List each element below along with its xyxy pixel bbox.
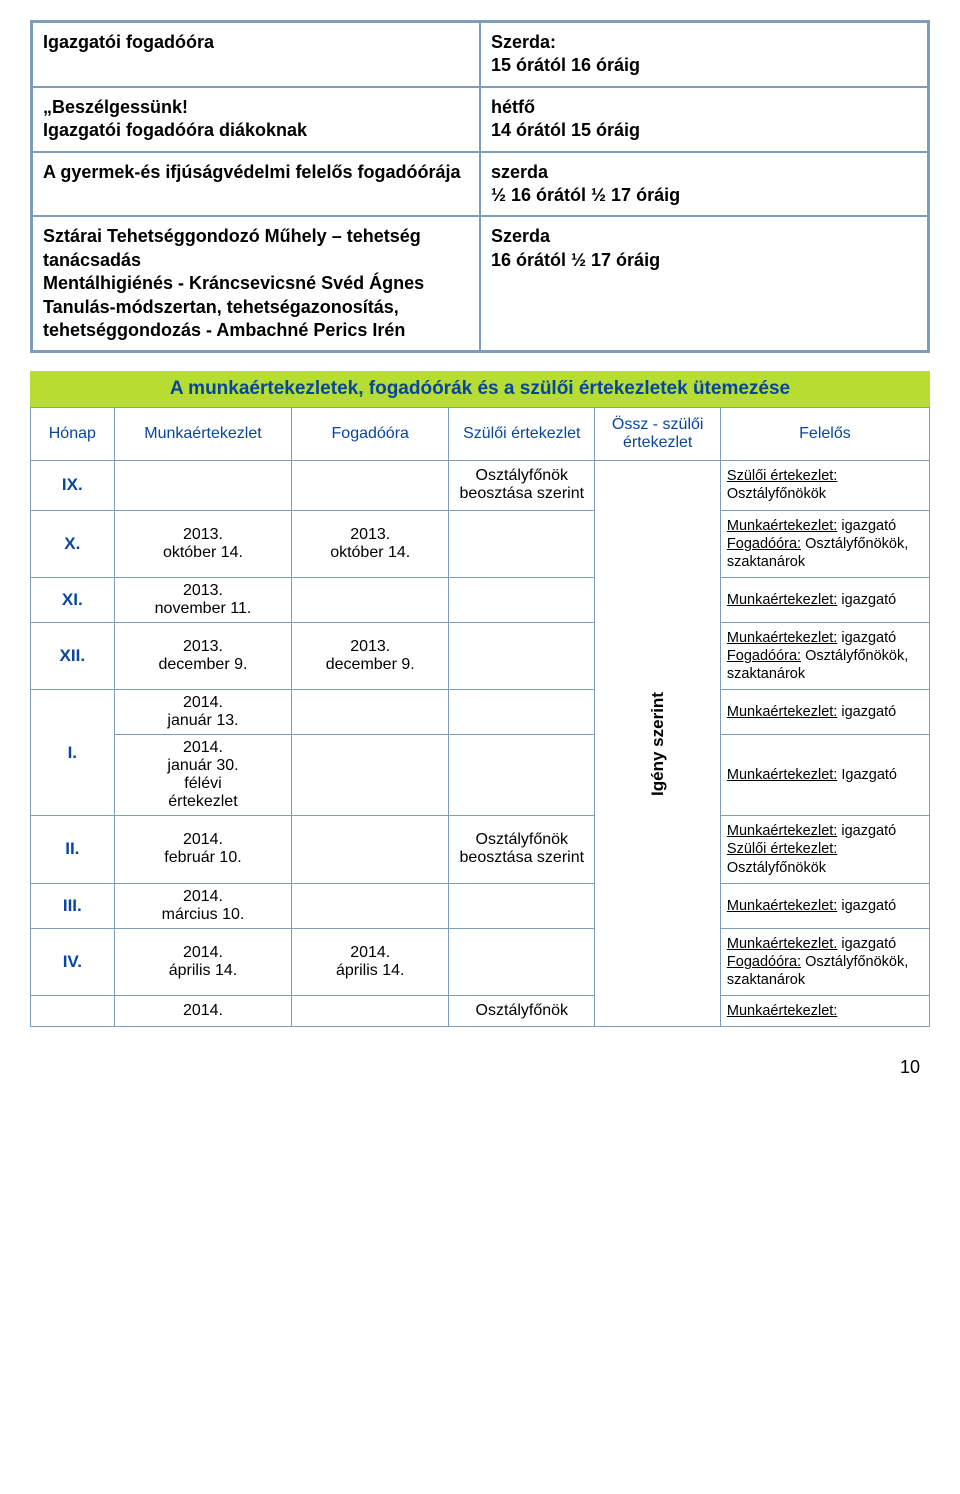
cell-szuloi: Osztályfőnök: [449, 996, 595, 1027]
cell-felelos: Munkaértekezlet: Igazgató: [720, 735, 929, 816]
section-title: A munkaértekezletek, fogadóórák és a szü…: [30, 371, 930, 407]
cell-month: IX.: [31, 461, 115, 510]
office-hours-table: Igazgatói fogadóóraSzerda:15 órától 16 ó…: [30, 20, 930, 353]
cell-munkaertekezlet: 2014.április 14.: [114, 928, 292, 995]
schedule-header-row: Hónap Munkaértekezlet Fogadóóra Szülői é…: [31, 408, 930, 461]
cell-szuloi: Osztályfőnök beosztása szerint: [449, 816, 595, 883]
cell-felelos: Munkaértekezlet: igazgató Fogadóóra: Osz…: [720, 622, 929, 689]
cell-felelos: Munkaértekezlet: igazgató: [720, 883, 929, 928]
cell-munkaertekezlet: 2014.január 13.: [114, 690, 292, 735]
cell-fogadoora: 2014.április 14.: [292, 928, 449, 995]
schedule-row: XII.2013.december 9.2013.december 9.Munk…: [31, 622, 930, 689]
schedule-row: X.2013.október 14.2013.október 14.Munkaé…: [31, 510, 930, 577]
cell-fogadoora: [292, 816, 449, 883]
schedule-row: I.2014.január 13.Munkaértekezlet: igazga…: [31, 690, 930, 735]
office-hours-right: szerda½ 16 órától ½ 17 óráig: [480, 152, 928, 217]
schedule-row: IX.Osztályfőnök beosztása szerintIgény s…: [31, 461, 930, 510]
schedule-table: Hónap Munkaértekezlet Fogadóóra Szülői é…: [30, 407, 930, 1027]
office-hours-left: A gyermek-és ifjúságvédelmi felelős foga…: [32, 152, 480, 217]
schedule-row: XI.2013.november 11. Munkaértekezlet: iga…: [31, 577, 930, 622]
office-hours-left: „Beszélgessünk!Igazgatói fogadóóra diáko…: [32, 87, 480, 152]
office-hours-row: Igazgatói fogadóóraSzerda:15 órától 16 ó…: [32, 22, 928, 87]
cell-szuloi: [449, 510, 595, 577]
office-hours-right: Szerda:15 órától 16 óráig: [480, 22, 928, 87]
col-header-felelos: Felelős: [720, 408, 929, 461]
cell-month: III.: [31, 883, 115, 928]
cell-month: IV.: [31, 928, 115, 995]
cell-munkaertekezlet: 2013.október 14.: [114, 510, 292, 577]
cell-fogadoora: [292, 690, 449, 735]
office-hours-row: A gyermek-és ifjúságvédelmi felelős foga…: [32, 152, 928, 217]
cell-fogadoora: [292, 883, 449, 928]
cell-szuloi: [449, 883, 595, 928]
cell-fogadoora: [292, 577, 449, 622]
cell-szuloi: [449, 577, 595, 622]
cell-szuloi: [449, 622, 595, 689]
office-hours-row: „Beszélgessünk!Igazgatói fogadóóra diáko…: [32, 87, 928, 152]
cell-munkaertekezlet: 2014.: [114, 996, 292, 1027]
schedule-row: 2014. Osztályfőnök Munkaértekezlet:: [31, 996, 930, 1027]
cell-munkaertekezlet: 2014.január 30.féléviértekezlet: [114, 735, 292, 816]
cell-fogadoora: 2013.október 14.: [292, 510, 449, 577]
cell-szuloi: [449, 735, 595, 816]
col-header-munka: Munkaértekezlet: [114, 408, 292, 461]
cell-felelos: Szülői értekezlet: Osztályfőnökök: [720, 461, 929, 510]
cell-month: II.: [31, 816, 115, 883]
office-hours-row: Sztárai Tehetséggondozó Műhely – tehetsé…: [32, 216, 928, 351]
office-hours-left: Sztárai Tehetséggondozó Műhely – tehetsé…: [32, 216, 480, 351]
schedule-row: IV.2014.április 14.2014.április 14.Munka…: [31, 928, 930, 995]
ossz-rotated-label: Igény szerint: [648, 692, 668, 796]
col-header-ossz: Össz - szülői értekezlet: [595, 408, 720, 461]
cell-felelos: Munkaértekezlet. igazgató Fogadóóra: Osz…: [720, 928, 929, 995]
cell-felelos: Munkaértekezlet: igazgató: [720, 577, 929, 622]
cell-felelos: Munkaértekezlet:: [720, 996, 929, 1027]
cell-munkaertekezlet: 2014.március 10.: [114, 883, 292, 928]
cell-month: I.: [31, 690, 115, 816]
schedule-row: 2014.január 30.féléviértekezlet Munkaérte…: [31, 735, 930, 816]
schedule-row: II.2014.február 10. Osztályfőnök beosztás…: [31, 816, 930, 883]
office-hours-left: Igazgatói fogadóóra: [32, 22, 480, 87]
cell-munkaertekezlet: 2014.február 10.: [114, 816, 292, 883]
cell-month: X.: [31, 510, 115, 577]
cell-fogadoora: [292, 461, 449, 510]
cell-month: XII.: [31, 622, 115, 689]
cell-felelos: Munkaértekezlet: igazgató Szülői értekez…: [720, 816, 929, 883]
cell-felelos: Munkaértekezlet: igazgató Fogadóóra: Osz…: [720, 510, 929, 577]
office-hours-right: Szerda16 órától ½ 17 óráig: [480, 216, 928, 351]
cell-month: [31, 996, 115, 1027]
cell-fogadoora: [292, 996, 449, 1027]
cell-munkaertekezlet: [114, 461, 292, 510]
cell-szuloi: [449, 690, 595, 735]
schedule-row: III.2014.március 10. Munkaértekezlet: iga…: [31, 883, 930, 928]
cell-fogadoora: 2013.december 9.: [292, 622, 449, 689]
cell-szuloi: [449, 928, 595, 995]
cell-month: XI.: [31, 577, 115, 622]
cell-munkaertekezlet: 2013.december 9.: [114, 622, 292, 689]
col-header-szuloi: Szülői értekezlet: [449, 408, 595, 461]
page-number: 10: [30, 1057, 930, 1078]
cell-munkaertekezlet: 2013.november 11.: [114, 577, 292, 622]
col-header-fogado: Fogadóóra: [292, 408, 449, 461]
office-hours-right: hétfő14 órától 15 óráig: [480, 87, 928, 152]
cell-szuloi: Osztályfőnök beosztása szerint: [449, 461, 595, 510]
cell-ossz-szuloi: Igény szerint: [595, 461, 720, 1027]
cell-felelos: Munkaértekezlet: igazgató: [720, 690, 929, 735]
cell-fogadoora: [292, 735, 449, 816]
col-header-honap: Hónap: [31, 408, 115, 461]
